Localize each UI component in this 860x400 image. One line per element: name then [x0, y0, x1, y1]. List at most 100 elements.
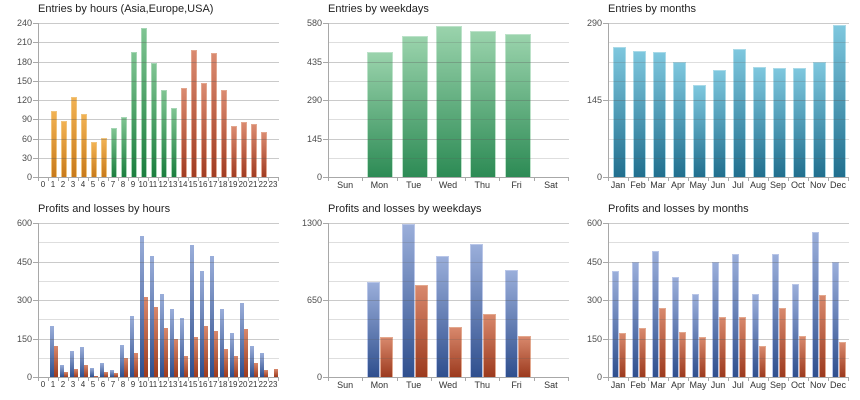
x-axis-label: 3	[70, 180, 76, 189]
plot-area	[38, 223, 279, 378]
x-axis-label: 15	[188, 380, 198, 389]
x-axis-tick	[188, 378, 189, 381]
x-axis-tick	[628, 378, 629, 381]
x-axis-label: 16	[198, 380, 208, 389]
y-axis-label: 0	[316, 372, 322, 382]
x-axis-label: Jul	[732, 180, 744, 190]
x-axis-tick	[848, 378, 849, 381]
bar-profits-losses-by-months-Dec-losses	[839, 341, 846, 377]
bar-profits-losses-by-months-Sep-profits	[772, 254, 779, 377]
y-axis-tick	[603, 338, 608, 340]
x-axis-label: Sep	[769, 380, 786, 390]
bar-profits-losses-by-hours-20-losses	[244, 329, 248, 377]
bar-profits-losses-by-months-Jul-losses	[739, 317, 746, 377]
bar-entries-by-hours-21	[251, 124, 257, 177]
x-axis-tick	[362, 378, 364, 381]
x-axis-label: Fri	[511, 380, 522, 390]
x-axis-label: 14	[178, 380, 188, 389]
bar-entries-by-hours-11	[151, 63, 157, 177]
bar-profits-losses-by-months-Dec-profits	[832, 261, 839, 377]
x-axis-tick	[218, 378, 219, 381]
x-axis-tick	[328, 178, 329, 181]
x-axis-label: 5	[90, 180, 96, 189]
x-axis-tick	[258, 178, 259, 181]
bar-profits-losses-by-hours-2-profits	[60, 364, 64, 377]
bar-profits-losses-by-weekdays-Tue-losses	[414, 285, 428, 377]
x-axis-label: 9	[130, 380, 136, 389]
x-axis-tick	[168, 378, 169, 381]
x-axis-label: 18	[218, 380, 228, 389]
x-axis-label: 10	[138, 180, 148, 189]
bar-profits-losses-by-months-Mar-losses	[659, 307, 666, 377]
gridline	[609, 42, 849, 44]
chart-title: Profits and losses by hours	[38, 203, 171, 215]
bar-profits-losses-by-hours-11-losses	[154, 306, 158, 377]
y-axis-label: 1300	[301, 218, 322, 228]
bar-entries-by-hours-2	[61, 121, 67, 177]
gridline	[329, 23, 569, 24]
bar-profits-losses-by-hours-8-profits	[120, 344, 124, 377]
gridline	[329, 280, 569, 282]
x-axis-label: Jun	[710, 180, 726, 190]
bar-profits-losses-by-months-Jun-profits	[712, 261, 719, 377]
x-axis-label: 4	[80, 180, 86, 189]
x-axis-label: 11	[148, 380, 158, 389]
bar-profits-losses-by-months-May-losses	[699, 337, 706, 377]
y-axis-label: 650	[306, 295, 322, 305]
bar-profits-losses-by-weekdays-Mon-profits	[367, 282, 381, 377]
x-axis-tick	[108, 378, 109, 381]
x-axis-tick	[198, 178, 199, 181]
bar-profits-losses-by-hours-6-losses	[104, 372, 108, 377]
x-axis-tick	[218, 178, 219, 181]
x-axis-label: 10	[138, 380, 148, 389]
y-axis-tick	[323, 138, 328, 140]
gridline	[39, 280, 279, 282]
plot-area	[608, 223, 849, 378]
x-axis-label: 20	[238, 380, 248, 389]
x-axis-label: Apr	[670, 380, 685, 390]
x-axis-tick	[188, 178, 189, 181]
x-axis-label: Mar	[650, 380, 666, 390]
bar-entries-by-weekdays-Fri	[504, 33, 531, 177]
y-axis-tick	[603, 223, 608, 224]
x-axis-label: 12	[158, 180, 168, 189]
x-axis-label: 15	[188, 180, 198, 189]
bar-entries-by-months-Sep	[772, 67, 786, 177]
x-axis-tick	[533, 178, 535, 181]
x-axis-label: Sat	[544, 380, 558, 390]
x-axis-tick	[258, 378, 259, 381]
y-axis-label: 600	[586, 218, 602, 228]
bar-profits-losses-by-hours-14-profits	[180, 317, 184, 377]
x-axis-label: Sat	[544, 180, 558, 190]
y-axis-label: 150	[16, 333, 32, 344]
bar-profits-losses-by-hours-15-profits	[190, 244, 194, 377]
bar-profits-losses-by-months-Nov-profits	[812, 231, 819, 377]
x-axis-label: 12	[158, 380, 168, 389]
x-axis-tick	[465, 178, 467, 181]
bar-profits-losses-by-hours-16-losses	[204, 325, 208, 377]
bar-entries-by-hours-8	[121, 117, 127, 177]
bar-profits-losses-by-hours-17-profits	[210, 256, 214, 377]
bar-profits-losses-by-weekdays-Thu-profits	[470, 243, 484, 377]
y-axis-label: 90	[21, 114, 32, 125]
bar-entries-by-weekdays-Wed	[436, 25, 462, 177]
x-axis-tick	[88, 178, 89, 181]
x-axis-tick	[158, 178, 159, 181]
bar-profits-losses-by-hours-18-profits	[220, 308, 224, 377]
x-axis-tick	[198, 378, 199, 381]
x-axis-label: 6	[100, 180, 106, 189]
x-axis-label: 6	[100, 380, 106, 389]
x-axis-label: 13	[168, 180, 178, 189]
y-axis-label: 210	[16, 37, 32, 48]
x-axis-tick	[396, 378, 398, 381]
y-axis-tick	[33, 223, 38, 224]
bar-profits-losses-by-months-Mar-profits	[652, 250, 659, 377]
chart-title: Profits and losses by months	[608, 203, 749, 215]
x-axis-label: Wed	[438, 180, 458, 190]
x-axis-label: Feb	[630, 180, 646, 190]
x-axis-tick	[248, 378, 249, 381]
y-axis-tick	[323, 177, 328, 178]
x-axis-label: 23	[268, 380, 278, 389]
bar-profits-losses-by-hours-3-profits	[70, 351, 74, 377]
bar-profits-losses-by-weekdays-Thu-losses	[483, 314, 497, 377]
